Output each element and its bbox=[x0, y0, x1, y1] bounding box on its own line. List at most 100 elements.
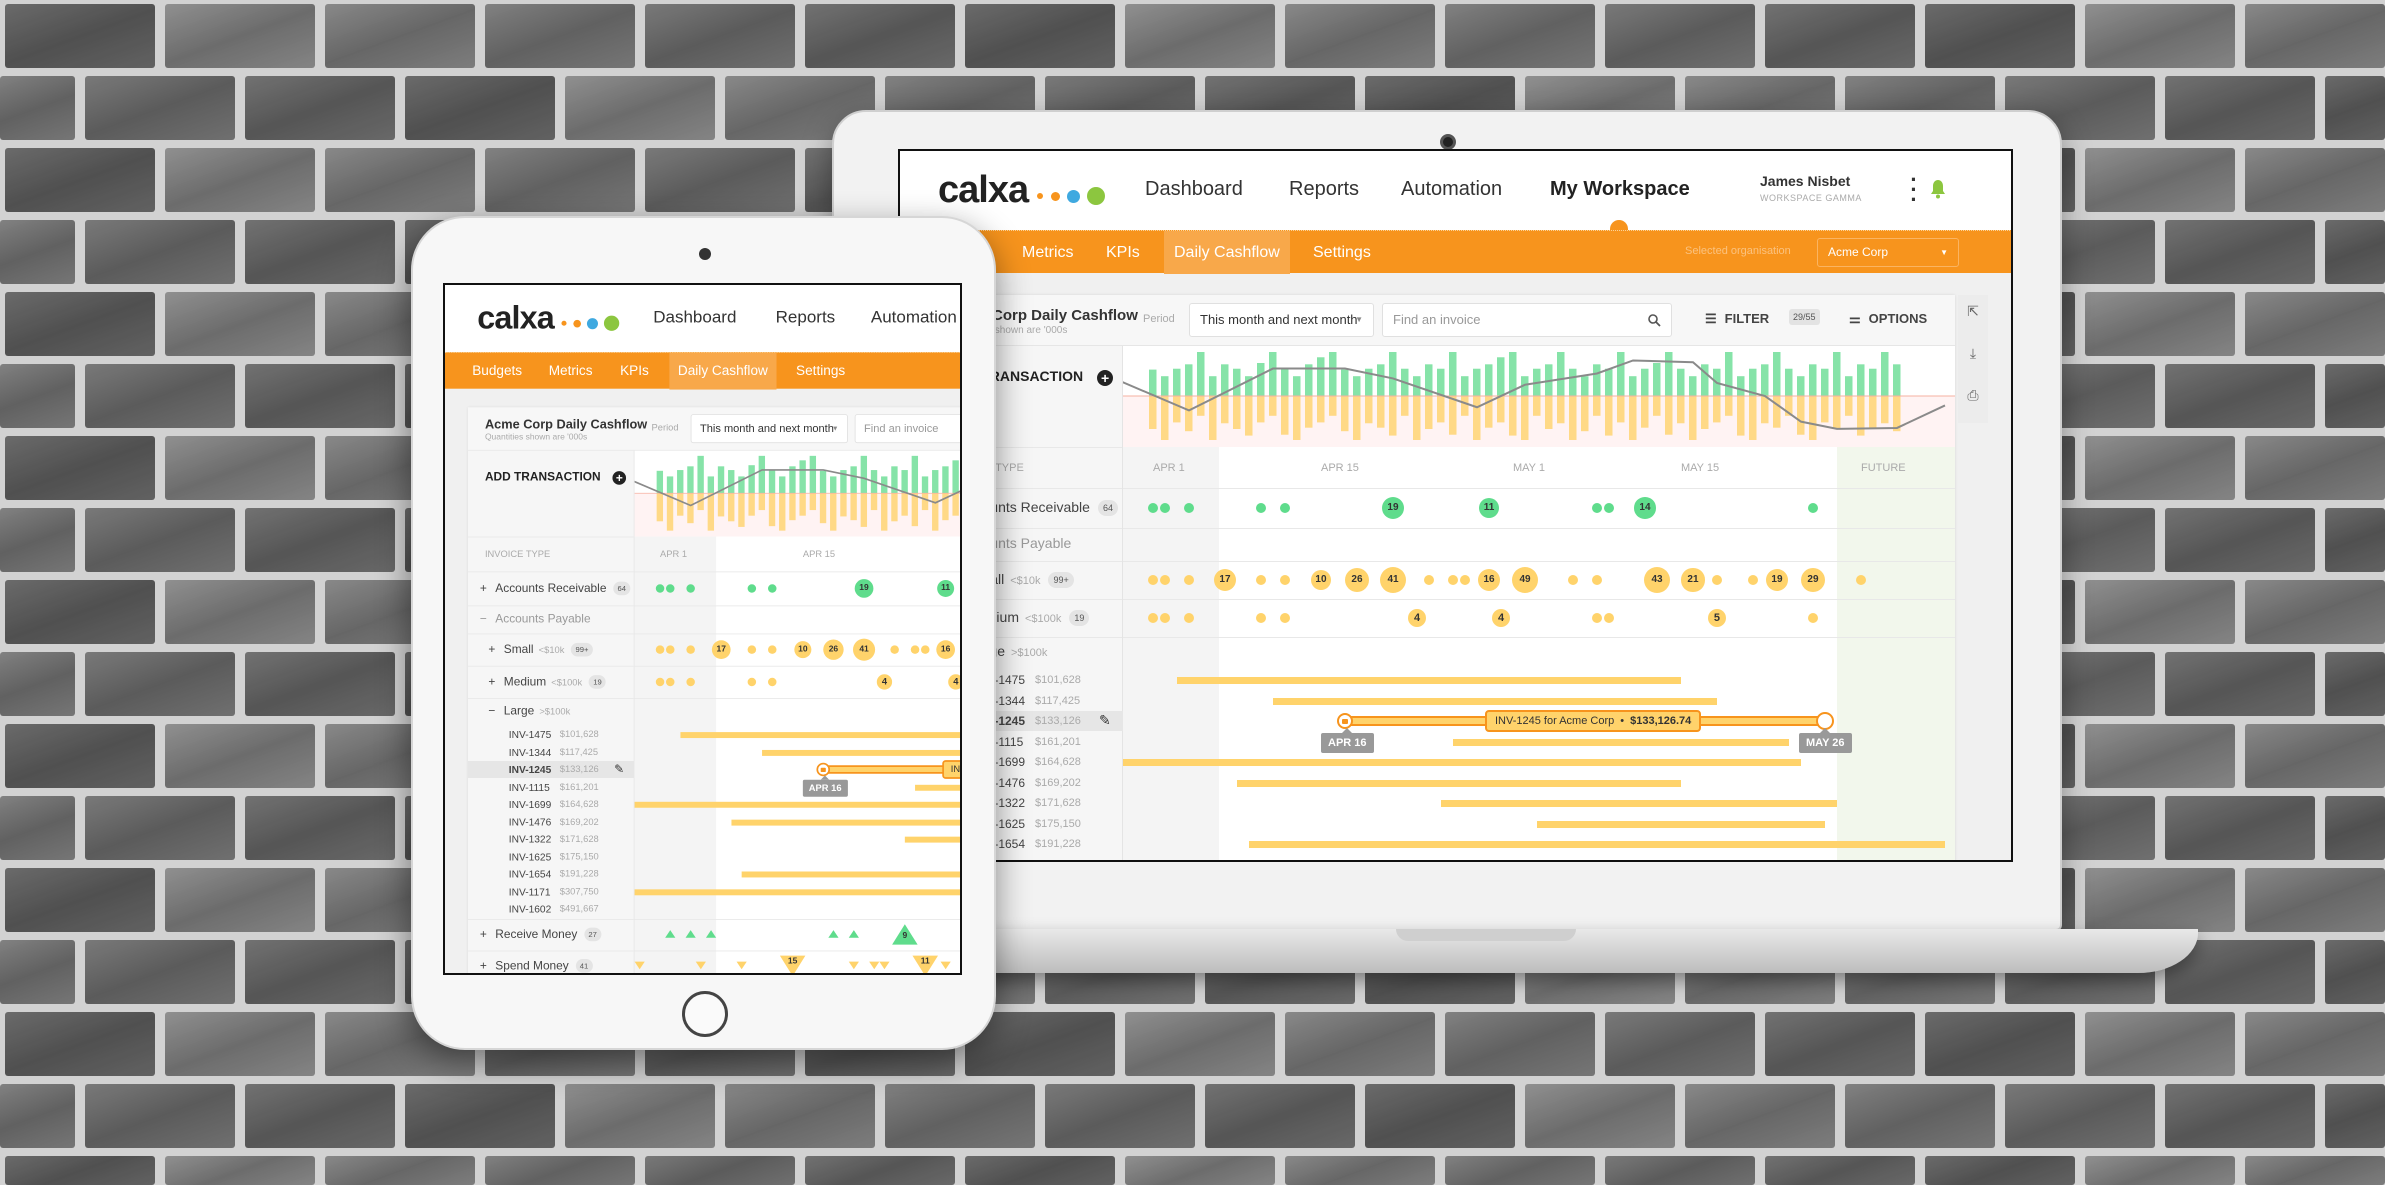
event-bubble[interactable] bbox=[1592, 575, 1602, 585]
event-bubble[interactable]: 41 bbox=[853, 638, 876, 661]
home-button[interactable] bbox=[682, 991, 728, 1037]
event-bubble[interactable] bbox=[666, 677, 675, 687]
event-bubble[interactable] bbox=[890, 645, 899, 654]
event-bubble[interactable] bbox=[1148, 503, 1158, 513]
event-bubble[interactable] bbox=[747, 584, 757, 593]
invoice-id[interactable]: INV-1171 bbox=[508, 885, 551, 898]
nav-automation[interactable]: Automation bbox=[1401, 178, 1503, 200]
invoice-id[interactable]: INV-1475 bbox=[508, 728, 552, 741]
organisation-select[interactable]: Acme Corp ▼ bbox=[1817, 238, 1959, 267]
event-bubble[interactable] bbox=[747, 645, 757, 654]
share-icon[interactable]: ⇱ bbox=[1967, 303, 1979, 319]
event-bubble[interactable]: 19 bbox=[1381, 496, 1405, 520]
invoice-duration-bar[interactable] bbox=[1177, 677, 1681, 684]
event-bubble[interactable]: 5 bbox=[1707, 608, 1727, 628]
event-bubble[interactable] bbox=[1280, 613, 1290, 623]
event-bubble[interactable] bbox=[1592, 613, 1602, 623]
invoice-duration-bar[interactable] bbox=[762, 749, 960, 756]
event-bubble[interactable]: 19 bbox=[854, 578, 874, 599]
event-bubble[interactable]: 41 bbox=[1380, 567, 1406, 593]
invoice-id[interactable]: INV-1476 bbox=[508, 815, 552, 828]
event-bubble[interactable] bbox=[921, 645, 930, 654]
invoice-id[interactable]: INV-1699 bbox=[508, 798, 552, 811]
edit-pencil-icon[interactable]: ✎ bbox=[1099, 712, 1111, 728]
event-bubble[interactable]: 17 bbox=[711, 640, 731, 660]
event-triangle[interactable] bbox=[848, 930, 859, 938]
invoice-id[interactable]: INV-1654 bbox=[508, 868, 552, 880]
invoice-search-input[interactable]: Find an invoice bbox=[1382, 303, 1672, 337]
invoice-duration-bar[interactable] bbox=[1123, 862, 1585, 863]
event-bubble[interactable] bbox=[1160, 613, 1170, 623]
invoice-id[interactable]: INV-1115 bbox=[508, 780, 550, 793]
nav-dashboard[interactable]: Dashboard bbox=[1145, 178, 1243, 200]
invoice-duration-bar[interactable] bbox=[1441, 800, 1837, 807]
row-label-spend_money[interactable]: + Spend Money 41 bbox=[479, 958, 593, 973]
event-bubble[interactable] bbox=[1280, 503, 1290, 513]
event-triangle[interactable] bbox=[685, 930, 696, 938]
calxa-logo[interactable]: calxa bbox=[477, 300, 554, 336]
invoice-id[interactable]: INV-1344 bbox=[508, 746, 552, 759]
event-bubble[interactable]: 10 bbox=[1310, 569, 1332, 591]
event-bubble[interactable] bbox=[655, 677, 665, 687]
selected-invoice-bar[interactable] bbox=[823, 765, 960, 774]
print-icon[interactable]: ⎙ bbox=[1967, 387, 1979, 403]
event-bubble[interactable]: 19 bbox=[1765, 568, 1789, 592]
event-bubble[interactable] bbox=[1280, 575, 1290, 585]
invoice-duration-bar[interactable] bbox=[1537, 820, 1825, 828]
toggle-icon[interactable]: + bbox=[479, 926, 487, 941]
invoice-id[interactable]: INV-1602 bbox=[508, 902, 552, 915]
tab-settings[interactable]: Settings bbox=[796, 364, 846, 379]
invoice-duration-bar[interactable] bbox=[680, 732, 960, 739]
nav-reports[interactable]: Reports bbox=[1289, 178, 1360, 200]
event-bubble[interactable] bbox=[1256, 613, 1266, 623]
event-bubble[interactable]: 21 bbox=[1681, 568, 1705, 592]
options-button[interactable]: ⚌ OPTIONS bbox=[1849, 311, 1927, 327]
invoice-duration-bar[interactable] bbox=[634, 888, 960, 895]
edit-pencil-icon[interactable]: ✎ bbox=[614, 761, 625, 776]
row-label-large[interactable]: −Large >$100k bbox=[488, 703, 570, 717]
tab-budgets[interactable]: Budgets bbox=[472, 364, 523, 379]
invoice-duration-bar[interactable] bbox=[634, 801, 960, 808]
invoice-duration-bar[interactable] bbox=[904, 836, 960, 843]
tab-daily-cashflow[interactable]: Daily Cashflow bbox=[669, 353, 777, 390]
event-bubble[interactable] bbox=[1160, 503, 1170, 513]
row-label-receivable[interactable]: + Accounts Receivable 64 bbox=[480, 581, 631, 596]
event-bubble[interactable]: 14 bbox=[1634, 497, 1656, 519]
invoice-duration-bar[interactable] bbox=[1123, 759, 1801, 766]
start-handle-lock-icon[interactable] bbox=[1337, 713, 1353, 729]
add-transaction-button[interactable]: ADD TRANSACTION + bbox=[485, 469, 627, 485]
download-icon[interactable]: ⤓ bbox=[1969, 345, 1977, 361]
event-bubble[interactable]: 4 bbox=[948, 674, 960, 690]
event-bubble[interactable] bbox=[666, 645, 675, 654]
toggle-icon[interactable]: − bbox=[488, 703, 496, 717]
invoice-id[interactable]: INV-1171 bbox=[975, 858, 1024, 861]
tab-daily-cashflow[interactable]: Daily Cashflow bbox=[1164, 231, 1290, 274]
event-bubble[interactable] bbox=[1184, 575, 1194, 585]
event-bubble[interactable] bbox=[747, 677, 757, 687]
event-bubble[interactable]: 43 bbox=[1644, 567, 1670, 593]
toggle-icon[interactable]: + bbox=[488, 674, 496, 688]
event-bubble[interactable] bbox=[686, 645, 695, 654]
event-bubble[interactable] bbox=[686, 677, 695, 687]
event-triangle[interactable] bbox=[912, 955, 938, 973]
event-bubble[interactable] bbox=[655, 645, 665, 654]
toggle-icon[interactable]: + bbox=[488, 642, 496, 656]
event-bubble[interactable] bbox=[768, 645, 777, 654]
event-bubble[interactable]: 4 bbox=[1492, 609, 1510, 627]
invoice-id[interactable]: INV-1245 bbox=[508, 763, 552, 776]
event-triangle[interactable] bbox=[705, 930, 717, 938]
event-bubble[interactable] bbox=[1184, 613, 1194, 623]
toggle-icon[interactable]: + bbox=[479, 958, 487, 972]
event-triangle[interactable] bbox=[828, 930, 839, 938]
search-icon[interactable] bbox=[1648, 314, 1661, 327]
event-bubble[interactable] bbox=[1712, 575, 1722, 585]
invoice-duration-bar[interactable] bbox=[1249, 841, 1945, 848]
event-bubble[interactable] bbox=[1184, 503, 1194, 513]
event-triangle[interactable] bbox=[848, 961, 859, 970]
event-bubble[interactable] bbox=[1148, 613, 1158, 623]
nav-reports[interactable]: Reports bbox=[775, 307, 836, 327]
event-triangle[interactable] bbox=[695, 961, 706, 970]
event-bubble[interactable]: 49 bbox=[1512, 567, 1538, 593]
tab-metrics[interactable]: Metrics bbox=[1022, 244, 1074, 261]
event-bubble[interactable]: 17 bbox=[1213, 568, 1237, 592]
